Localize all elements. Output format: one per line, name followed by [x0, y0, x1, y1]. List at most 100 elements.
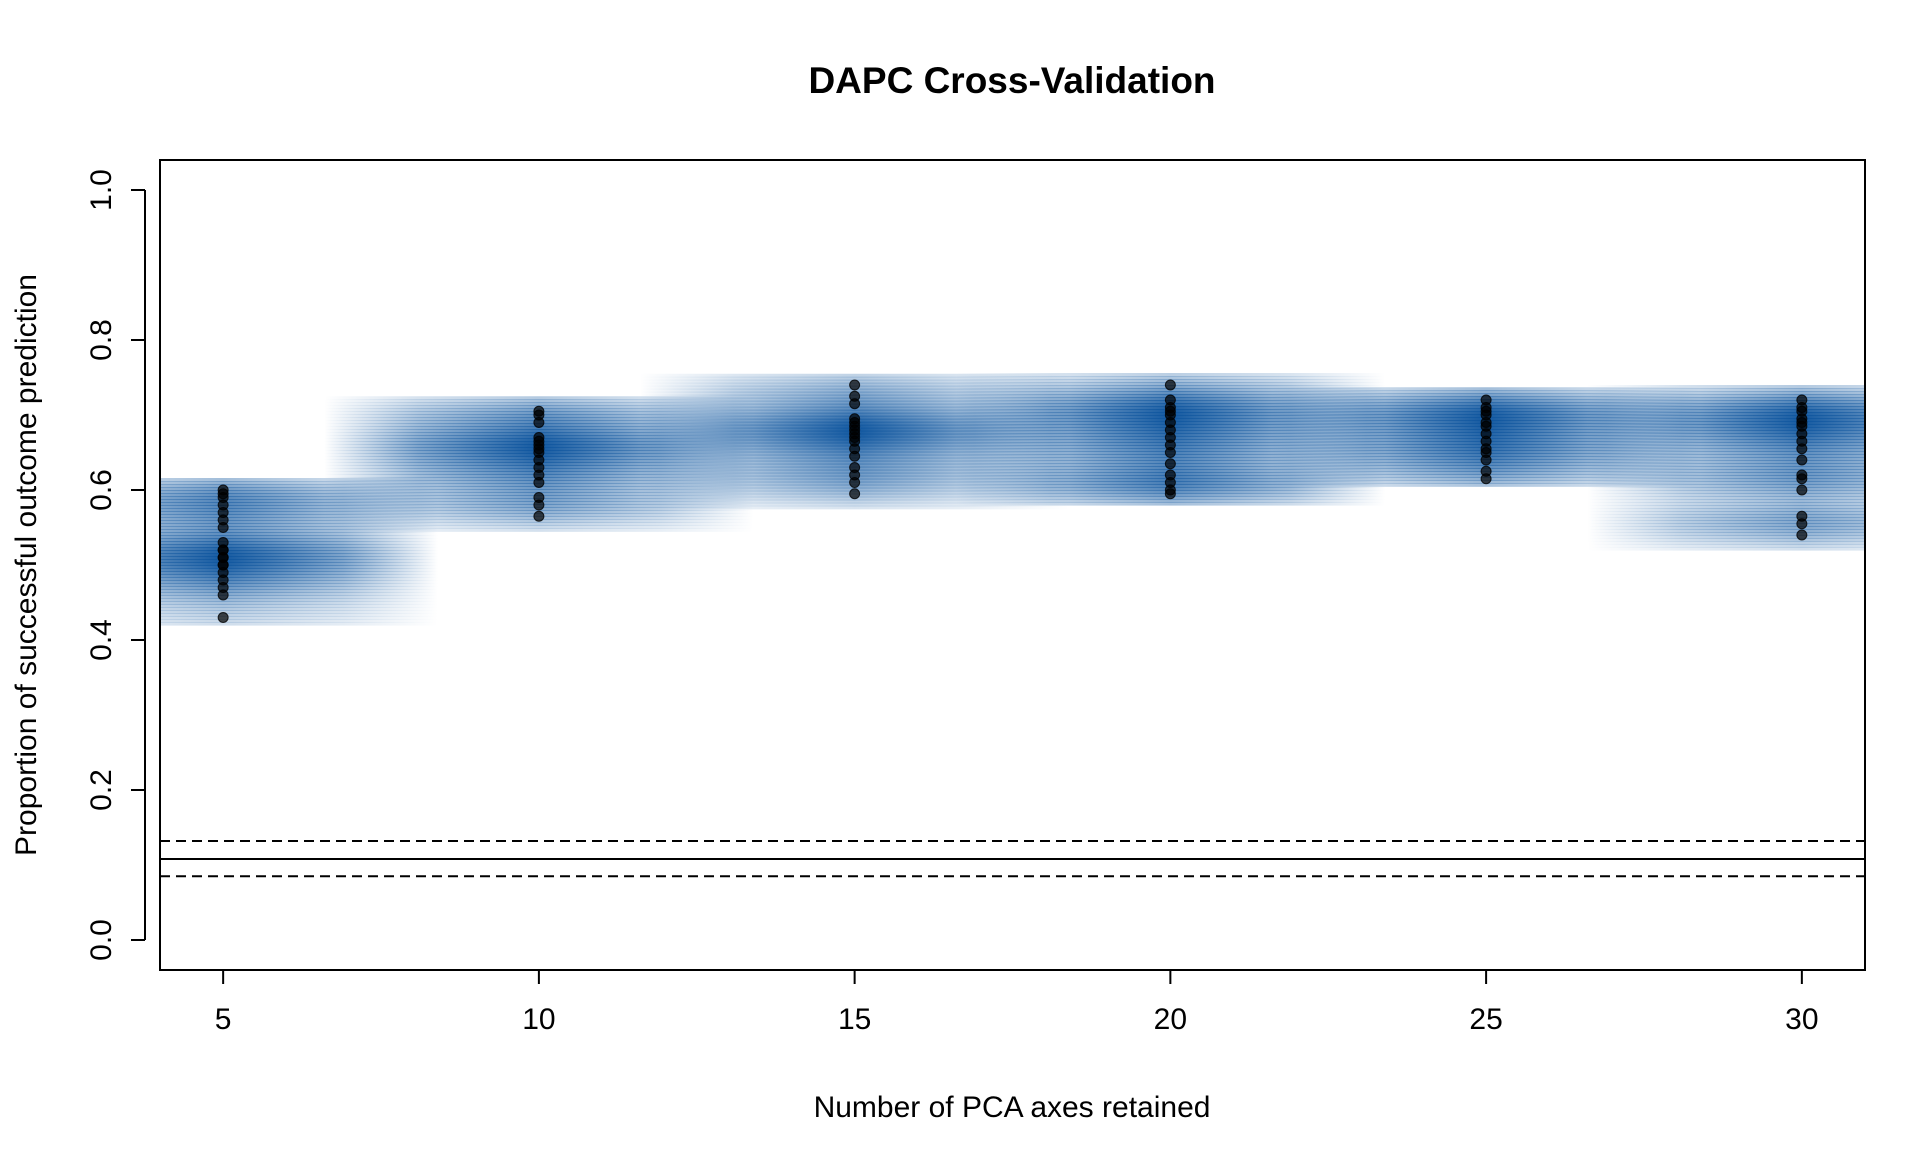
density-cell	[1587, 439, 1865, 443]
y-tick-label: 0.6	[85, 469, 118, 511]
data-point	[217, 537, 229, 548]
density-cell	[1587, 523, 1865, 527]
density-cell	[160, 610, 438, 614]
density-cell	[160, 601, 438, 605]
density-cell	[639, 502, 1070, 507]
density-band-30	[1587, 385, 1865, 551]
density-cell	[1587, 421, 1865, 425]
data-point	[849, 488, 861, 500]
density-cell	[160, 487, 438, 491]
data-point	[1164, 469, 1176, 481]
density-cell	[955, 502, 1386, 506]
density-cell	[160, 577, 438, 581]
data-point	[849, 379, 861, 391]
y-tick-label: 0.2	[85, 769, 118, 811]
data-point	[849, 462, 861, 473]
data-point	[1164, 394, 1176, 406]
density-cell	[160, 526, 438, 530]
data-point	[1480, 465, 1492, 477]
density-cell	[1587, 472, 1865, 476]
density-cell	[1587, 517, 1865, 521]
density-cell	[324, 426, 754, 430]
density-cell	[1587, 457, 1865, 461]
density-cell	[1587, 451, 1865, 455]
x-tick-label: 25	[1469, 1003, 1502, 1036]
density-cell	[160, 559, 438, 563]
density-cell	[1587, 460, 1865, 464]
x-axis-label: Number of PCA axes retained	[814, 1091, 1211, 1124]
density-band-5	[160, 478, 438, 626]
chart-title: DAPC Cross-Validation	[808, 60, 1215, 101]
density-cell	[324, 522, 754, 526]
density-cell	[1587, 430, 1865, 434]
density-cell	[160, 490, 438, 494]
density-cell	[1587, 520, 1865, 524]
data-point	[1796, 529, 1808, 541]
density-cell	[160, 532, 438, 536]
x-tick-label: 5	[215, 1003, 232, 1036]
density-cell	[1587, 502, 1865, 506]
density-cell	[1587, 388, 1865, 392]
density-cell	[160, 520, 438, 524]
density-cell	[1587, 394, 1865, 398]
density-cell	[639, 388, 1070, 393]
density-cell	[160, 565, 438, 569]
density-cell	[1587, 403, 1865, 407]
density-cell	[160, 523, 438, 527]
density-cell	[324, 486, 754, 490]
density-cell	[160, 484, 438, 488]
density-cell	[1587, 505, 1865, 509]
plot-frame	[159, 159, 1866, 971]
data-point	[533, 510, 545, 522]
density-cell	[955, 499, 1386, 503]
density-cell	[160, 538, 438, 542]
density-cell	[1587, 493, 1865, 497]
x-tick-label: 20	[1154, 1003, 1187, 1036]
density-cell	[160, 547, 438, 551]
density-cell	[160, 514, 438, 518]
density-cell	[324, 528, 754, 532]
data-point	[1164, 379, 1176, 391]
density-cell	[1587, 511, 1865, 515]
density-cell	[1587, 433, 1865, 437]
data-point	[1480, 394, 1492, 406]
y-tick-label: 0.0	[85, 919, 118, 961]
density-cell	[160, 583, 438, 587]
density-cell	[1587, 463, 1865, 467]
data-point	[217, 612, 229, 623]
density-cell	[160, 592, 438, 596]
density-cell	[160, 496, 438, 500]
density-cell	[160, 622, 438, 626]
density-cell	[160, 604, 438, 608]
density-cell	[1587, 538, 1865, 542]
density-cell	[1587, 469, 1865, 473]
density-cell	[160, 541, 438, 545]
data-point	[1796, 510, 1808, 522]
density-cell	[1587, 445, 1865, 449]
density-cell	[160, 481, 438, 485]
density-cell	[324, 396, 754, 400]
density-cell	[1587, 499, 1865, 503]
density-cell	[160, 505, 438, 509]
reference-lines	[160, 840, 1865, 878]
points-layer	[217, 379, 1808, 623]
density-cell	[160, 511, 438, 515]
density-cell	[1587, 442, 1865, 446]
density-cell	[639, 505, 1070, 510]
density-cell	[160, 619, 438, 623]
density-cell	[160, 574, 438, 578]
density-cell	[639, 376, 1070, 381]
density-cell	[160, 478, 438, 482]
density-cell	[160, 517, 438, 521]
density-cell	[639, 499, 1070, 504]
y-tick-label: 1.0	[85, 169, 118, 211]
data-point	[217, 484, 229, 496]
density-cell	[160, 493, 438, 497]
density-cell	[160, 598, 438, 602]
density-cell	[1587, 535, 1865, 539]
density-cell	[1587, 508, 1865, 512]
density-cell	[1587, 541, 1865, 545]
data-point	[1796, 454, 1808, 466]
density-cell	[1587, 412, 1865, 416]
data-point	[849, 390, 861, 402]
